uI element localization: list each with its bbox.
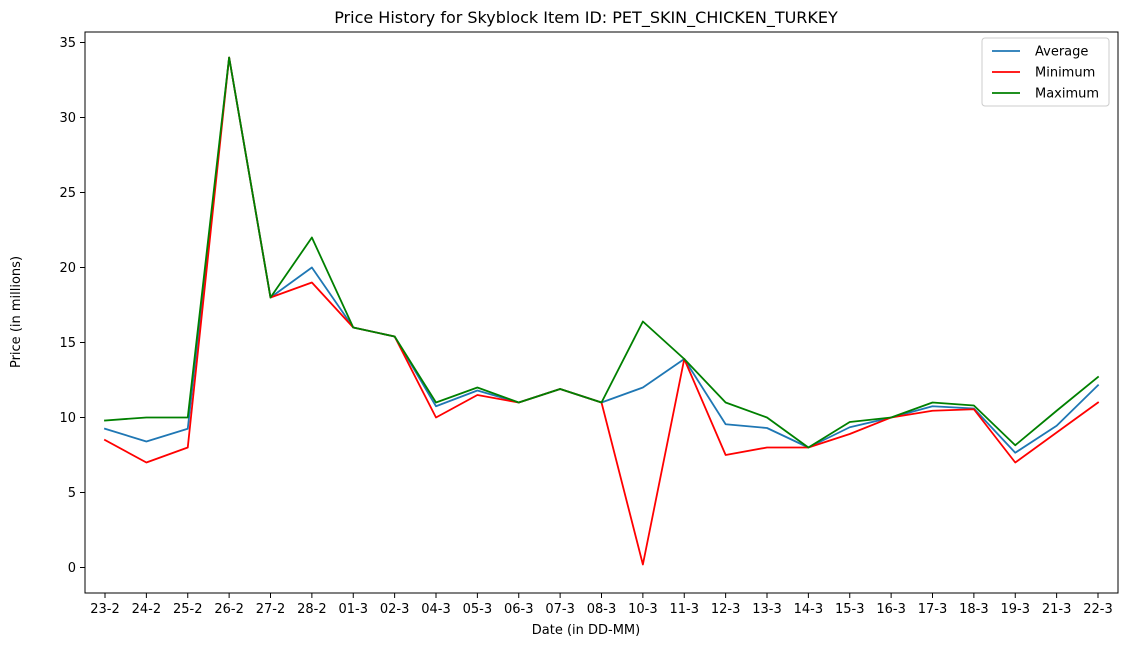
- legend-label: Minimum: [1035, 66, 1095, 81]
- y-tick-label: 5: [68, 486, 76, 501]
- x-tick-label: 12-3: [711, 602, 741, 617]
- x-tick-label: 16-3: [876, 602, 906, 617]
- x-axis: 23-2 24-2 25-2 26-2 27-2 28-2 01-3 02-3 04-3 05-3…: [90, 593, 1113, 617]
- x-tick-label: 10-3: [628, 602, 658, 617]
- x-tick-label: 13-3: [752, 602, 782, 617]
- x-tick-label: 15-3: [835, 602, 865, 617]
- x-tick-label: 28-2: [297, 602, 327, 617]
- y-tick-label: 30: [59, 111, 76, 126]
- x-tick-label: 19-3: [1000, 602, 1030, 617]
- series-line-average: [103, 56, 1100, 454]
- y-tick-label: 0: [68, 561, 76, 576]
- x-tick-label: 06-3: [504, 602, 534, 617]
- x-tick-label: 14-3: [794, 602, 824, 617]
- x-tick-label: 05-3: [463, 602, 493, 617]
- legend-label: Maximum: [1035, 87, 1099, 102]
- x-tick-label: 22-3: [1083, 602, 1113, 617]
- y-tick-label: 35: [59, 36, 76, 51]
- x-tick-label: 17-3: [918, 602, 948, 617]
- y-tick-label: 20: [59, 261, 76, 276]
- x-tick-label: 08-3: [587, 602, 617, 617]
- x-tick-label: 26-2: [214, 602, 244, 617]
- x-tick-label: 01-3: [338, 602, 368, 617]
- y-tick-label: 10: [59, 411, 76, 426]
- y-tick-label: 25: [59, 186, 76, 201]
- series-line-minimum: [103, 56, 1100, 566]
- x-tick-label: 11-3: [669, 602, 699, 617]
- x-tick-label: 24-2: [132, 602, 162, 617]
- x-tick-label: 21-3: [1042, 602, 1072, 617]
- x-tick-label: 25-2: [173, 602, 203, 617]
- chart-title: Price History for Skyblock Item ID: PET_…: [334, 8, 838, 28]
- series-line-maximum: [104, 56, 1100, 449]
- y-axis: 0 5 10 15 20 25 30 35: [59, 36, 85, 576]
- x-axis-label: Date (in DD-MM): [532, 623, 640, 638]
- x-tick-label: 02-3: [380, 602, 410, 617]
- series-lines: [103, 56, 1100, 566]
- y-axis-label: Price (in millions): [9, 256, 24, 368]
- legend: Average Minimum Maximum: [981, 37, 1110, 107]
- x-tick-label: 04-3: [421, 602, 451, 617]
- legend-label: Average: [1035, 45, 1088, 60]
- x-tick-label: 23-2: [90, 602, 120, 617]
- y-tick-label: 15: [59, 336, 76, 351]
- legend-box: [981, 37, 1110, 107]
- x-tick-label: 07-3: [545, 602, 575, 617]
- x-tick-label: 27-2: [256, 602, 286, 617]
- x-tick-label: 18-3: [959, 602, 989, 617]
